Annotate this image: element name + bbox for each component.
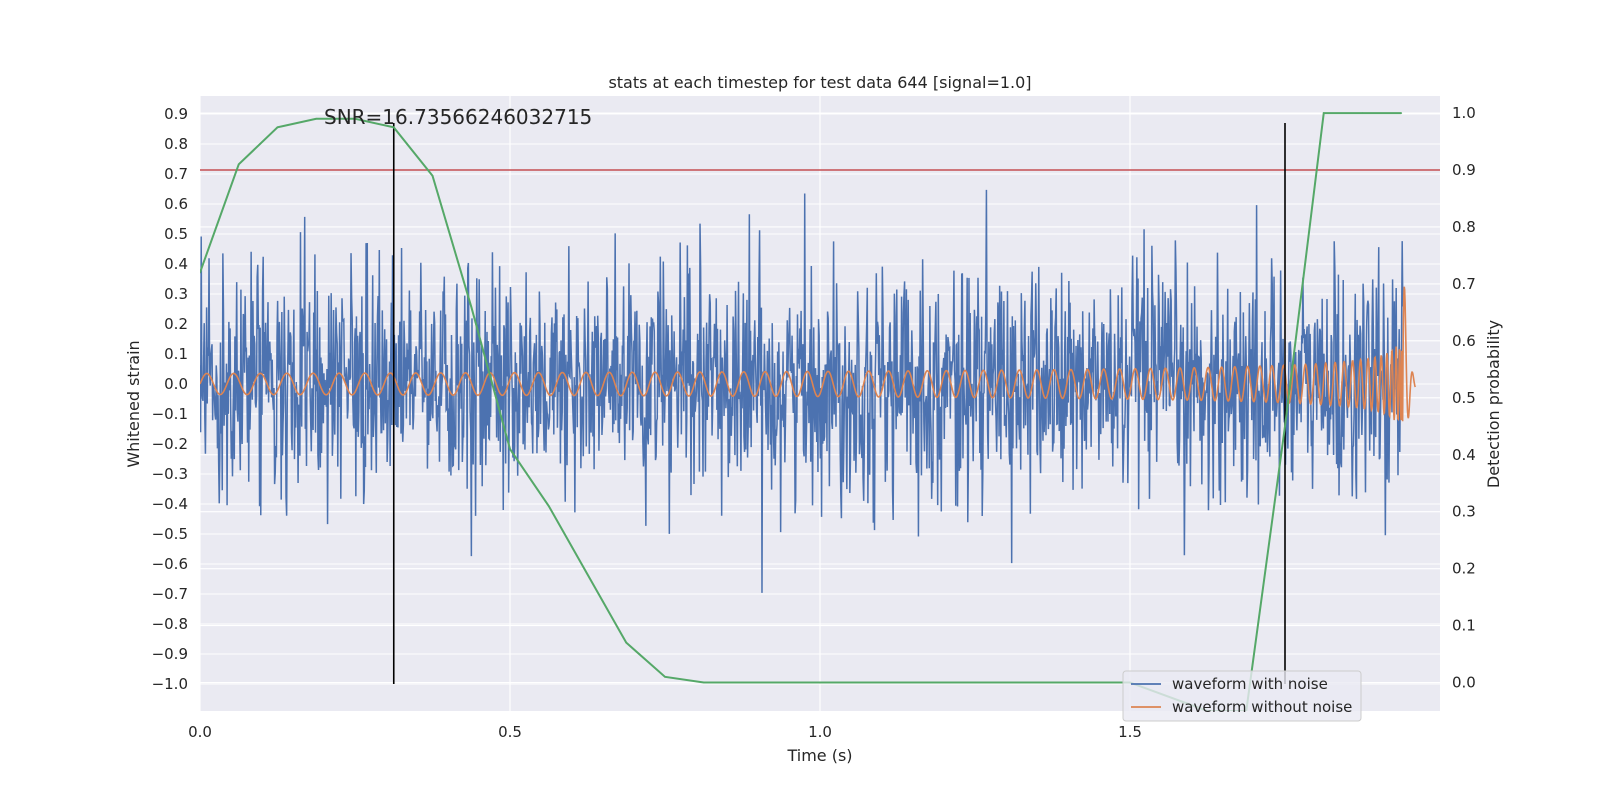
legend-label-noise: waveform with noise — [1172, 675, 1328, 693]
y-tick-label-left: −0.3 — [152, 465, 188, 483]
series-detection-probability — [200, 112, 1402, 711]
y-tick-label-left: 0.4 — [164, 255, 188, 273]
snr-annotation: SNR=16.73566246032715 — [324, 105, 592, 129]
y-tick-label-left: −0.6 — [152, 555, 188, 573]
detection-probability-point — [237, 163, 240, 166]
y-tick-label-right: 0.4 — [1452, 446, 1476, 464]
detection-probability-point — [276, 126, 279, 129]
detection-probability-point — [547, 505, 550, 507]
y-tick-label-left: 0.9 — [164, 105, 188, 123]
detection-probability-point — [1284, 425, 1286, 428]
legend-box — [1122, 670, 1362, 722]
y-axis-label-right: Detection probability — [1484, 320, 1503, 488]
y-tick-label-right: 0.3 — [1452, 503, 1476, 521]
y-tick-label-right: 1.0 — [1452, 104, 1476, 122]
y-tick-label-right: 0.9 — [1452, 161, 1476, 179]
y-tick-label-left: 0.6 — [164, 195, 188, 213]
y-tick-label-left: −0.4 — [152, 495, 188, 513]
detection-probability-point — [1322, 112, 1325, 114]
detection-probability-point — [431, 174, 434, 177]
y-tick-label-left: −1.0 — [152, 675, 188, 693]
legend-label-clean: waveform without noise — [1172, 698, 1352, 716]
y-tick-label-right: 0.1 — [1452, 617, 1476, 635]
y-tick-label-right: 0.6 — [1452, 332, 1476, 350]
x-tick-label: 1.0 — [808, 723, 832, 741]
detection-probability-point — [200, 271, 201, 274]
y-tick-label-right: 0.0 — [1452, 674, 1476, 692]
detection-probability-point — [586, 573, 589, 576]
y-tick-label-left: 0.5 — [164, 225, 188, 243]
ticks: 0.0 0.5 1.0 1.5 0.9 0.8 0.7 0.6 0.5 0.4 0.3 0.2 0.1 0… — [152, 104, 1476, 741]
y-tick-label-right: 0.8 — [1452, 218, 1476, 236]
y-tick-label-left: −0.7 — [152, 585, 188, 603]
y-tick-label-left: 0.8 — [164, 135, 188, 153]
series-layer — [200, 112, 1440, 711]
detection-probability-point — [664, 676, 666, 678]
y-tick-label-left: −0.5 — [152, 525, 188, 543]
y-tick-label-left: −0.9 — [152, 645, 188, 663]
y-tick-label-left: 0.3 — [164, 285, 188, 303]
y-tick-label-left: 0.7 — [164, 165, 188, 183]
detection-probability-point — [1361, 112, 1364, 114]
y-tick-label-left: 0.0 — [164, 375, 188, 393]
y-tick-label-left: −0.8 — [152, 615, 188, 633]
x-tick-label: 0.0 — [188, 723, 212, 741]
x-tick-label: 0.5 — [498, 723, 522, 741]
detection-probability-point — [625, 641, 628, 644]
detection-probability-point — [1400, 112, 1403, 114]
y-tick-label-left: 0.2 — [164, 315, 188, 333]
y-tick-label-left: −0.2 — [152, 435, 188, 453]
detection-probability-point — [392, 126, 395, 129]
detection-probability-point — [741, 681, 744, 684]
detection-probability-point — [702, 681, 705, 684]
y-tick-label-left: −0.1 — [152, 405, 188, 423]
legend: waveform with noise waveform without noi… — [1122, 670, 1362, 722]
x-axis-label: Time (s) — [786, 746, 852, 765]
y-axis-label-left: Whitened strain — [124, 340, 143, 467]
y-tick-label-right: 0.5 — [1452, 389, 1476, 407]
x-tick-label: 1.5 — [1118, 723, 1142, 741]
detection-probability-point — [819, 681, 821, 684]
detection-probability-point — [354, 117, 356, 120]
chart-title: stats at each timestep for test data 644… — [608, 73, 1031, 92]
detection-probability-point — [509, 448, 511, 450]
y-tick-label-right: 0.7 — [1452, 275, 1476, 293]
detection-probability-point — [315, 117, 318, 120]
series-waveform-without-noise — [200, 286, 1416, 422]
y-tick-label-right: 0.2 — [1452, 560, 1476, 578]
y-tick-label-left: 0.1 — [164, 345, 188, 363]
detection-probability-point — [470, 305, 473, 308]
detection-probability-point — [974, 681, 976, 684]
